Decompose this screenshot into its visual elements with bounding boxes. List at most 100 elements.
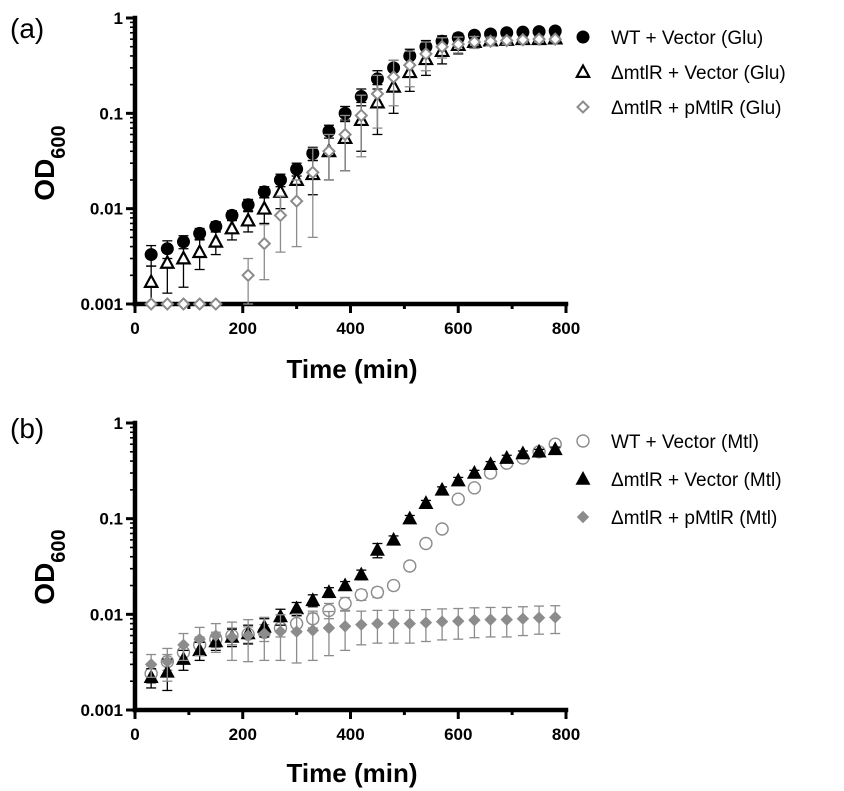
panel-b-data-point — [452, 614, 465, 628]
panel-a-data-point — [483, 34, 498, 49]
panel-b-data-point — [258, 627, 271, 640]
panel-a-x-tick-label: 0 — [130, 319, 139, 338]
panel-a-data-point — [241, 268, 256, 283]
panel-a-data-point — [143, 273, 160, 289]
panel-a-x-axis-label: Time (min) — [287, 354, 418, 384]
panel-b-x-tick-label: 0 — [130, 725, 139, 744]
panel-b-data-point — [289, 600, 305, 615]
panel-b-series-wt-vector-mtl — [144, 437, 562, 684]
panel-a-legend-label-delta-mtlr-vector-glu: ΔmtlR + Vector (Glu) — [611, 63, 786, 84]
panel-a-data-point — [273, 208, 288, 223]
panel-b-data-point — [516, 612, 530, 625]
panel-b-x-tick-label: 400 — [336, 725, 364, 744]
panel-a-data-point — [209, 220, 223, 234]
panel-a-data-point — [192, 297, 207, 311]
panel-a-x-tick-label: 600 — [444, 319, 472, 338]
panel-a-x-tick-label: 200 — [229, 319, 257, 338]
panel-b-data-point — [484, 613, 497, 626]
panel-b-data-point — [225, 630, 239, 644]
panel-a-data-point — [223, 219, 240, 235]
panel-a-data-point — [338, 127, 353, 142]
panel-a-data-point — [467, 35, 482, 49]
panel-a-y-tick-label: 1 — [114, 9, 123, 28]
panel-b-data-point — [549, 611, 562, 624]
panel-b-data-point — [418, 495, 434, 509]
panel-a-data-point — [386, 70, 401, 85]
panel-b-data-point — [419, 616, 433, 629]
panel-a-data-point — [175, 249, 192, 265]
panel-b-data-point — [466, 464, 482, 479]
panel-b-legend-label-delta-mtlr-pmtlr-mtl: ΔmtlR + pMtlR (Mtl) — [611, 508, 777, 529]
panel-b-data-point — [274, 625, 287, 638]
panel-a-data-point — [515, 32, 530, 47]
panel-a-data-point — [208, 297, 223, 311]
panel-b-plot-area — [143, 437, 563, 692]
panel-a-data-point — [451, 37, 466, 52]
panel-a-data-point — [402, 58, 417, 73]
panel-b-axes: 0 200 400 600 800 0.001 0.01 0.1 1 — [80, 414, 580, 744]
panel-b-data-point — [290, 625, 303, 638]
panel-a-y-tick-label: 0.01 — [90, 200, 123, 219]
panel-a-label: (a) — [10, 13, 44, 44]
panel-a-legend-label-delta-mtlr-pmtlr-glu: ΔmtlR + pMtlR (Glu) — [611, 98, 782, 119]
panel-b-data-point — [322, 621, 336, 635]
panel-b-y-tick-label: 0.01 — [90, 605, 123, 624]
panel-b-data-point — [532, 611, 546, 625]
panel-b-y-tick-label: 0.1 — [99, 510, 123, 529]
panel-b-data-point — [515, 445, 531, 460]
panel-b-data-point — [467, 481, 482, 495]
panel-b-y-tick-label: 0.001 — [80, 701, 123, 720]
panel-b-data-point — [451, 492, 465, 506]
panel-b-x-tick-label: 800 — [552, 725, 580, 744]
panel-a-legend-marker-wt-vector-glu — [576, 30, 590, 44]
panel-a-data-point — [257, 236, 272, 251]
panel-a-data-point — [240, 211, 257, 227]
panel-a-data-point — [370, 86, 385, 101]
panel-a-data-point — [435, 39, 450, 54]
panel-a-data-point — [207, 232, 224, 248]
panel-a-data-point — [144, 297, 159, 311]
panel-a-data-point — [241, 198, 255, 212]
panel-a-data-point — [322, 144, 336, 159]
panel-b-legend-marker-wt-vector-mtl — [576, 434, 590, 448]
panel-b-data-point — [531, 443, 547, 458]
panel-b-data-point — [547, 441, 563, 456]
panel-b-data-point — [403, 617, 416, 630]
panel-a-data-point — [305, 165, 320, 180]
panel-a-data-point — [176, 297, 191, 311]
panel-b-series-delta-mtlr-pmtlr-mtl — [144, 605, 562, 682]
panel-b-series-delta-mtlr-vector-mtl — [143, 441, 563, 692]
panel-a-plot-area — [143, 24, 564, 311]
panel-b-data-point — [435, 522, 449, 536]
panel-b-y-axis-label: OD600 — [29, 529, 70, 604]
panel-b-data-point — [419, 536, 433, 551]
panel-a-data-point — [191, 243, 208, 259]
panel-a-series-delta-mtlr-vector-glu — [143, 29, 564, 305]
panel-b-legend-marker-delta-mtlr-vector-mtl — [575, 470, 591, 485]
panel-b-data-point — [353, 566, 369, 581]
panel-b-legend-marker-delta-mtlr-pmtlr-mtl — [576, 510, 590, 524]
panel-b-x-axis-label: Time (min) — [287, 758, 418, 788]
panel-a-series-delta-mtlr-pmtlr-glu — [144, 32, 563, 311]
panel-b-data-point — [355, 618, 368, 631]
panel-b-x-tick-label: 200 — [229, 725, 257, 744]
panel-a-data-point — [144, 248, 158, 262]
panel-b-data-point — [337, 577, 353, 592]
panel-a-series-wt-vector-glu — [144, 24, 562, 267]
panel-b-data-point — [386, 531, 402, 546]
panel-a-data-point — [419, 47, 433, 61]
panel-a-legend-label-wt-vector-glu: WT + Vector (Glu) — [611, 28, 763, 49]
panel-a-data-point — [548, 32, 563, 47]
panel-b-data-point — [450, 472, 466, 487]
panel-a-data-point — [256, 199, 273, 215]
panel-a-data-point — [499, 33, 514, 48]
panel-a-y-axis-label: OD600 — [29, 125, 70, 200]
panel-a-y-tick-label: 0.001 — [80, 295, 123, 314]
panel-b-data-point — [209, 629, 223, 642]
panel-a-data-point — [354, 108, 369, 123]
panel-a-legend: WT + Vector (Glu) ΔmtlR + Vector (Glu) Δmt… — [574, 28, 786, 119]
panel-b-data-point — [386, 578, 401, 593]
panel-b-x-tick-label: 600 — [444, 725, 472, 744]
panel-a-y-tick-label: 0.1 — [99, 104, 123, 123]
